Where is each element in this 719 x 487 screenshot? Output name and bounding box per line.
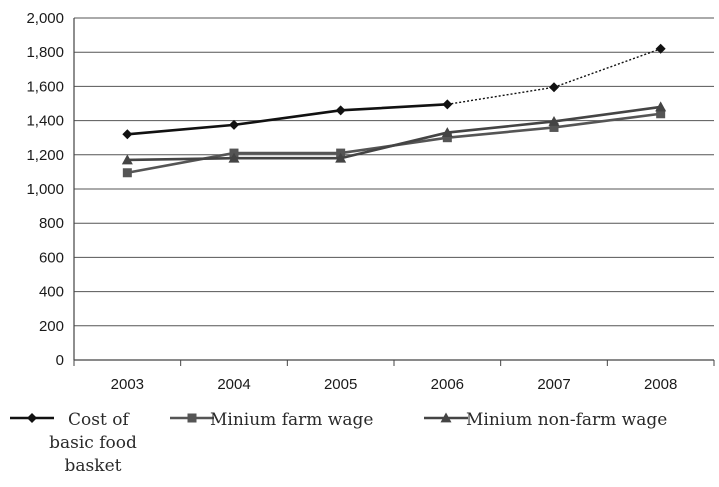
legend-label: basket xyxy=(65,456,122,476)
series-line-1 xyxy=(127,103,448,136)
data-point xyxy=(656,109,666,119)
data-point xyxy=(122,168,132,178)
data-point xyxy=(228,152,240,163)
data-point xyxy=(549,82,559,93)
series-line-3 xyxy=(127,105,661,162)
y-tick-label: 1,200 xyxy=(26,147,64,164)
data-point xyxy=(442,133,452,143)
x-axis: 2003 2004 2005 2006 2007 2008 xyxy=(73,360,715,393)
legend-label: basic food xyxy=(49,433,137,453)
data-point xyxy=(335,105,346,116)
data-point xyxy=(655,43,666,54)
x-tick-label: 2008 xyxy=(644,376,677,393)
y-tick-label: 1,000 xyxy=(26,181,64,198)
series-line-1-dotted xyxy=(447,48,661,106)
y-tick-label: 1,800 xyxy=(26,44,64,61)
y-tick-label: 2,000 xyxy=(26,10,64,27)
legend-label: Minium non-farm wage xyxy=(466,410,667,430)
y-tick-label: 1,400 xyxy=(26,113,64,130)
x-tick-label: 2003 xyxy=(111,376,144,393)
data-point xyxy=(122,129,133,140)
legend: Cost of basic food basket Minium farm wage M… xyxy=(10,410,667,476)
y-tick-label: 200 xyxy=(39,318,64,335)
legend-marker xyxy=(187,413,197,423)
x-tick-label: 2005 xyxy=(324,376,357,393)
data-point xyxy=(229,119,239,130)
y-tick-label: 800 xyxy=(39,215,64,232)
data-point xyxy=(335,152,347,163)
y-axis: 0 200 400 600 800 1,000 1,200 1,400 1,600 1,800 2,… xyxy=(26,10,75,369)
x-tick-label: 2004 xyxy=(217,376,250,393)
legend-label: Cost of xyxy=(68,410,130,430)
data-point xyxy=(548,115,560,126)
data-point xyxy=(442,99,453,110)
x-tick-label: 2006 xyxy=(431,376,464,393)
legend-label: Minium farm wage xyxy=(210,410,373,430)
x-tick-label: 2007 xyxy=(537,376,570,393)
data-point xyxy=(121,154,133,165)
y-tick-label: 600 xyxy=(39,249,64,266)
data-point xyxy=(549,122,559,132)
series-line-2 xyxy=(127,112,661,175)
data-point xyxy=(655,101,667,112)
gridlines xyxy=(74,17,714,361)
y-tick-label: 1,600 xyxy=(26,78,64,95)
data-point xyxy=(441,127,453,137)
y-tick-label: 400 xyxy=(39,284,64,301)
legend-marker xyxy=(440,412,452,423)
series-group xyxy=(121,43,667,178)
y-tick-label: 0 xyxy=(56,352,64,369)
legend-marker xyxy=(27,413,37,423)
